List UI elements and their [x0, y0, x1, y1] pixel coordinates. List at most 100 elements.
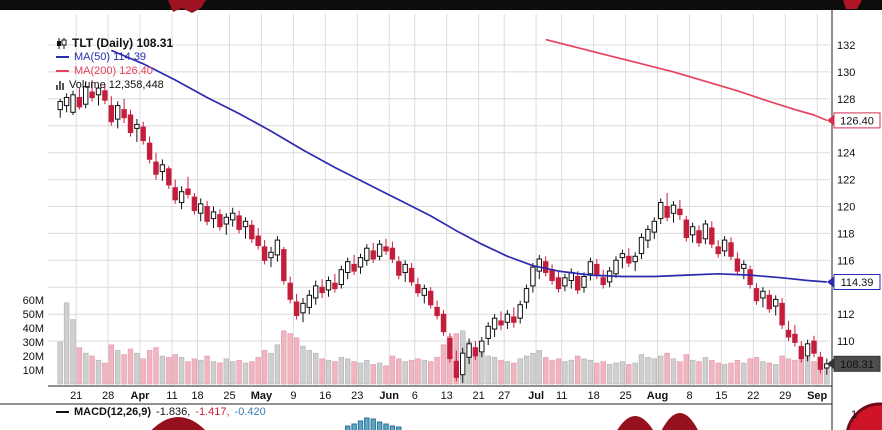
candle-body: [319, 286, 325, 294]
candle-body: [178, 191, 185, 203]
candle-body: [89, 91, 95, 98]
candle-body: [626, 255, 632, 264]
candle-body: [811, 340, 817, 354]
volume-bar: [792, 359, 798, 385]
candle-body: [824, 363, 830, 369]
candle-body: [223, 216, 230, 225]
candle-body: [434, 306, 440, 316]
date-axis-label: 23: [351, 390, 363, 402]
candle-body: [779, 302, 785, 326]
volume-bar: [721, 364, 728, 385]
candles-layer: [57, 80, 830, 383]
date-axis-label: 16: [319, 390, 331, 402]
top-logo-fragment-right: [843, 0, 862, 9]
volume-bar: [210, 361, 217, 385]
macd-histogram-bar: [370, 418, 376, 430]
volume-bar: [402, 361, 408, 385]
volume-bar: [498, 359, 504, 385]
volume-bars-icon: [56, 80, 64, 90]
candle-body: [428, 290, 434, 306]
macd-legend: MACD(12,26,9) -1.836, -1.417, -0.420: [56, 406, 266, 418]
badge-box: [833, 355, 881, 372]
ma200-line-icon: [56, 70, 69, 72]
candle-body: [600, 277, 606, 285]
volume-bar: [632, 362, 638, 385]
date-axis-label: 11: [556, 390, 567, 402]
volume-bar: [115, 350, 121, 385]
volume-bar: [83, 352, 89, 385]
volume-bar: [811, 361, 817, 385]
volume-legend-row: Volume 12,358,448: [56, 78, 173, 92]
ma50-label: MA(50) 114.39: [74, 51, 146, 63]
date-axis-label: 27: [498, 390, 510, 402]
candle-body: [389, 247, 396, 260]
volume-bar: [178, 357, 185, 385]
volume-bar: [408, 359, 415, 385]
volume-bar: [300, 345, 306, 385]
candle-body: [696, 230, 702, 244]
volume-bar: [511, 362, 517, 385]
candle-body: [408, 267, 415, 283]
candle-body: [83, 86, 89, 105]
candle-body: [536, 258, 542, 272]
candle-body: [683, 219, 689, 238]
volume-axis-label: 10M: [23, 365, 44, 377]
volume-bar: [772, 364, 779, 385]
volume-bar: [804, 357, 811, 385]
volume-bar: [172, 354, 178, 385]
candle-body: [115, 105, 121, 120]
badge-box: [833, 274, 881, 290]
candle-body: [172, 187, 178, 201]
macd-label: MACD(12,26,9): [74, 406, 152, 418]
badge-arrow: [827, 276, 834, 288]
volume-bar: [683, 354, 690, 385]
volume-bar: [677, 361, 683, 385]
volume-bar: [70, 319, 76, 385]
candle-body: [728, 242, 734, 257]
candle-body: [153, 161, 159, 175]
date-axis-label: 18: [191, 390, 203, 402]
candle-body: [396, 261, 402, 276]
candle-body: [198, 203, 204, 214]
volume-bar: [562, 361, 568, 385]
candle-body: [70, 94, 76, 113]
candle-body: [785, 329, 792, 338]
price-axis-label: 122: [837, 175, 855, 187]
candle-body: [140, 126, 146, 142]
volume-bar: [134, 352, 140, 385]
candle-body: [127, 114, 134, 133]
date-axis-label: 9: [290, 390, 296, 402]
volume-bar: [376, 362, 383, 385]
macd-histogram-bar: [351, 423, 357, 430]
chart-legend: TLT (Daily) 108.31 MA(50) 114.39 MA(200)…: [56, 36, 173, 92]
candle-body: [804, 343, 811, 357]
volume-bar: [555, 358, 562, 385]
candle-body: [530, 266, 536, 287]
date-axis-label: Jul: [528, 390, 544, 402]
macd-histogram-bar: [345, 425, 351, 430]
candle-body: [345, 261, 351, 274]
date-axis-label: May: [251, 390, 273, 402]
volume-bar: [523, 355, 530, 385]
volume-bar: [702, 357, 709, 385]
volume-bar: [223, 358, 229, 385]
candle-body: [715, 246, 721, 255]
candle-body: [491, 317, 498, 330]
price-axis-label: 112: [837, 309, 855, 321]
candle-body: [76, 97, 83, 108]
badge-text: 108.31: [840, 359, 874, 371]
symbol-title: TLT (Daily) 108.31: [72, 36, 174, 50]
volume-label: Volume 12,358,448: [69, 79, 164, 91]
volume-bar: [217, 362, 223, 385]
ma50-line: [110, 49, 827, 283]
candle-body: [511, 316, 517, 323]
volume-bar: [146, 350, 153, 385]
date-axis-labels: 21 28 Apr 11 18 25 May 9 16 23 Jun 6 13 21 27 Jul 11 18 25…: [70, 390, 827, 402]
volume-bar: [542, 357, 549, 385]
date-axis-label: 6: [412, 390, 418, 402]
price-axis-labels: 132 130 128 124 122 120 118 116 112 110: [837, 40, 855, 348]
candle-body: [817, 356, 824, 370]
volume-bar: [102, 362, 108, 385]
